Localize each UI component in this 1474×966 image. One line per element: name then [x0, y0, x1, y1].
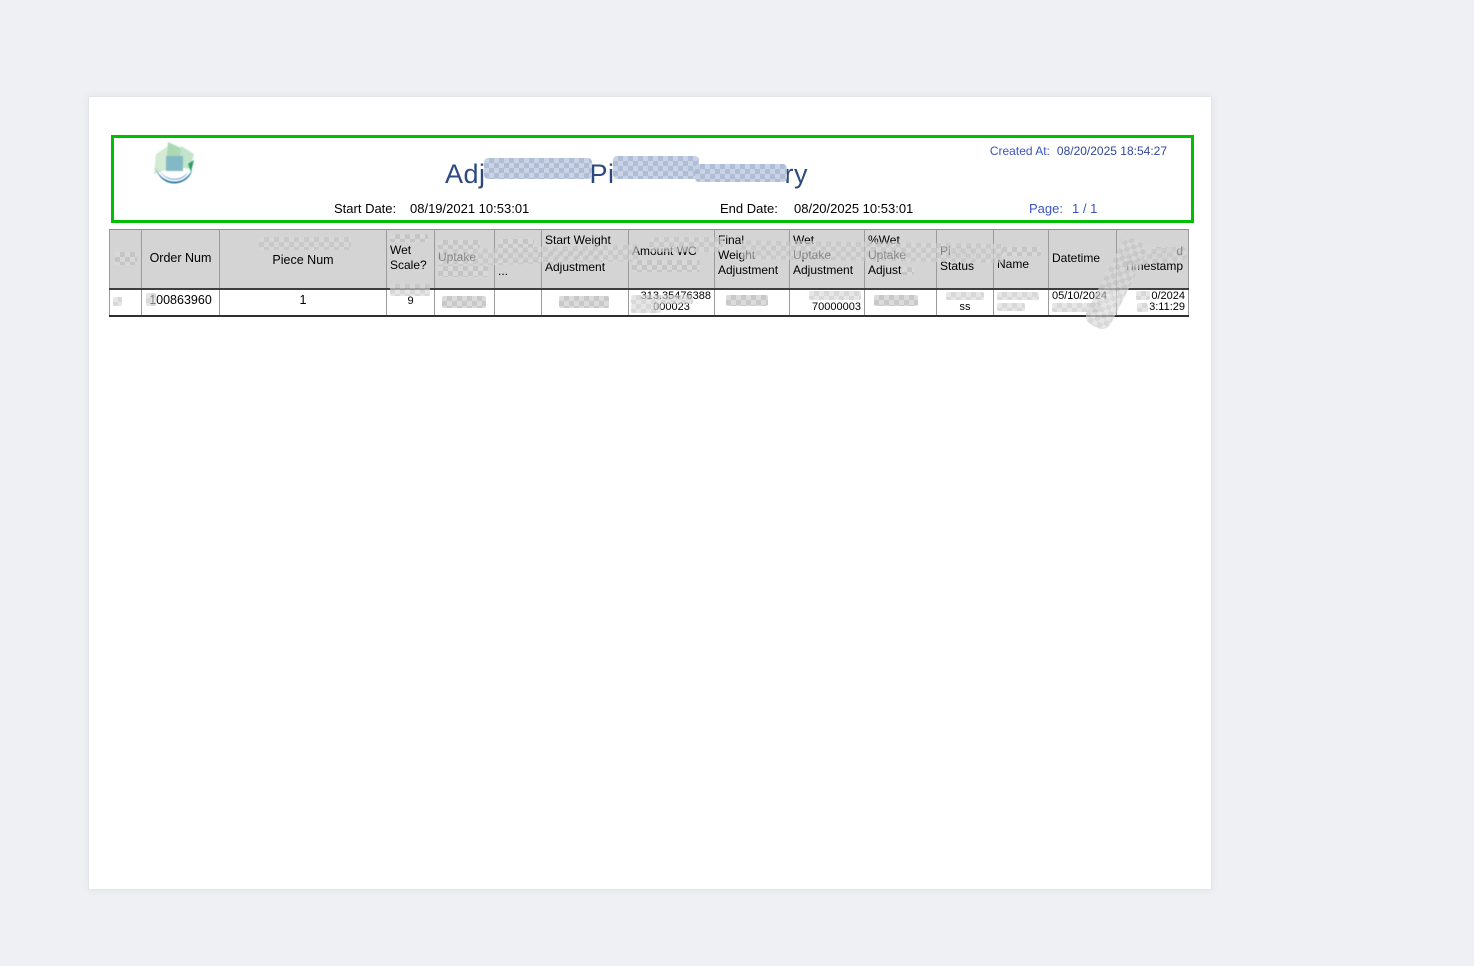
report-header: Created At: 08/20/2025 18:54:27 Adj Pi ry S…: [111, 135, 1194, 223]
adjustment-table: Order Num Piece Num Wet Scale?: [109, 229, 1189, 317]
cell-redacted: [109, 288, 142, 317]
redacted-blur: [1137, 302, 1149, 312]
redacted-blur: [874, 294, 918, 306]
created-at-label: Created At:: [989, 144, 1050, 158]
redacted-blur: [997, 291, 1039, 300]
cell-piece-num: 1: [219, 288, 387, 317]
cell-timestamp: 0/2024 3:11:29: [1116, 288, 1189, 317]
redacted-blur: [612, 156, 699, 179]
table-row: 100863960 1 9: [109, 283, 1189, 317]
report-table: Order Num Piece Num Wet Scale?: [109, 229, 1189, 333]
redacted-blur: [390, 234, 428, 242]
page-label: Page:: [1029, 201, 1063, 216]
start-date-value: 08/19/2021 10:53:01: [410, 201, 530, 216]
page-value: 1 / 1: [1072, 201, 1098, 216]
redacted-blur: [1136, 291, 1151, 301]
report-title-fragment: Pi: [589, 159, 615, 189]
created-at-value: 08/20/2025 18:54:27: [1056, 144, 1167, 158]
tulip-logo-icon: [154, 142, 194, 184]
report-page: Created At: 08/20/2025 18:54:27 Adj Pi ry S…: [88, 96, 1212, 890]
end-date-value: 08/20/2025 10:53:01: [794, 201, 914, 216]
cell-redacted: [494, 288, 542, 317]
cell-status: ss: [936, 288, 994, 317]
redacted-blur: [740, 240, 1004, 263]
redacted-blur: [694, 164, 787, 182]
redacted-blur: [114, 252, 137, 266]
report-title: Adj Pi ry: [88, 156, 1165, 190]
redacted-blur: [146, 292, 156, 306]
redacted-blur: [438, 266, 488, 278]
cell-wet-scale: 9: [386, 283, 435, 317]
cell-redacted: [541, 288, 629, 317]
cell-redacted: [714, 288, 790, 317]
redacted-blur: [442, 295, 486, 308]
redacted-blur: [438, 240, 480, 250]
redacted-blur: [559, 295, 609, 308]
redacted-blur: [498, 239, 534, 249]
col-header-redacted: [109, 229, 142, 290]
cell-redacted: [864, 288, 937, 317]
report-title-fragment: ry: [784, 159, 809, 189]
redacted-blur: [390, 283, 430, 296]
cell-amount-wc: 313.35476388 000023: [628, 288, 715, 317]
redacted-blur: [632, 260, 700, 273]
redacted-blur: [902, 266, 915, 275]
redacted-blur: [649, 237, 723, 252]
created-at: Created At: 08/20/2025 18:54:27: [990, 144, 1167, 158]
cell-redacted-name: [993, 288, 1049, 317]
redacted-blur: [726, 294, 768, 306]
redacted-blur: [1052, 302, 1100, 312]
cell-order-num: 100863960: [141, 288, 220, 317]
redacted-blur: [483, 158, 592, 179]
report-dates-row: Start Date: 08/19/2021 10:53:01 End Date…: [114, 201, 1191, 221]
redacted-blur: [997, 246, 1041, 256]
cell-wet-uptake-adjustment: 70000003: [789, 288, 865, 317]
start-date-label: Start Date:: [334, 201, 397, 216]
cell-redacted: [434, 288, 495, 317]
redacted-blur: [631, 294, 693, 304]
col-header-order-num: Order Num: [141, 229, 220, 290]
redacted-blur: [997, 303, 1025, 312]
redacted-blur: [946, 291, 984, 300]
col-header-wet-scale: Wet Scale?: [386, 229, 435, 290]
redacted-blur: [259, 237, 351, 250]
report-title-fragment: Adj: [444, 159, 486, 189]
redacted-blur: [631, 303, 661, 313]
end-date-label: End Date:: [720, 201, 778, 216]
redacted-blur: [113, 296, 122, 306]
redacted-blur: [809, 291, 861, 301]
